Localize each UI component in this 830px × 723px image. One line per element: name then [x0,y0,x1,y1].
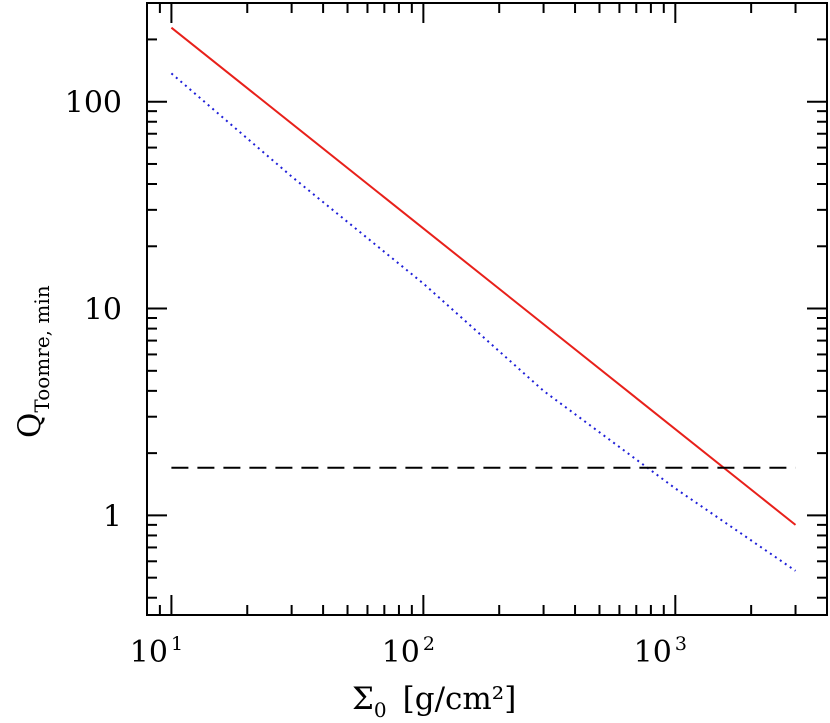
x-axis-symbol: Σ [352,681,374,717]
tick-marks [146,2,828,615]
y-tick-label: 1 [103,499,122,534]
y-tick-labels: 1 10 100 [65,86,122,535]
y-axis-symbol: Q [12,413,48,438]
plot-frame [146,2,828,616]
series-line-dotted [170,72,797,572]
y-axis-subscript: Toomre, min [30,285,54,412]
x-tick-labels: 10 1 10 2 10 3 [130,633,687,670]
x-tick-label: 10 2 [382,633,435,670]
x-tick-label: 10 1 [130,633,183,670]
x-axis-title: Σ0 [g/cm²] [352,681,516,722]
series-layer [170,26,797,572]
series-line-solid [170,26,797,526]
x-axis-units: [g/cm²] [403,681,517,717]
y-tick-label: 10 [84,293,122,328]
y-axis-title: QToomre, min [12,285,54,438]
x-tick-label: 10 3 [634,633,687,670]
x-axis-subscript: 0 [374,698,387,722]
y-tick-label: 100 [65,86,122,121]
